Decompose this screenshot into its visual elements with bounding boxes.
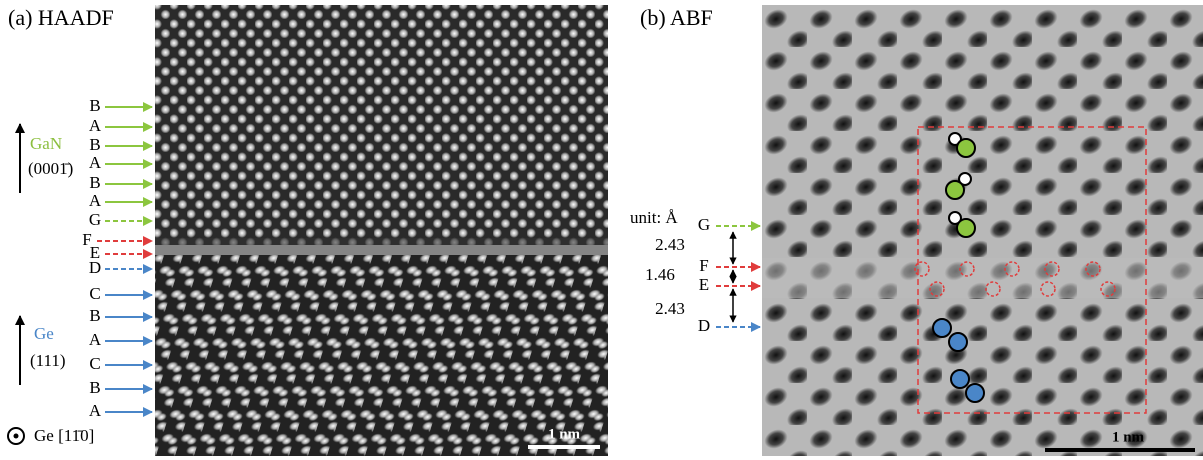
layer-label: D bbox=[89, 258, 101, 277]
spacing-label: 2.43 bbox=[655, 235, 685, 254]
scale-bar-label: 1 nm bbox=[1112, 429, 1145, 445]
layer-label: E bbox=[699, 275, 709, 294]
layer-label: G bbox=[89, 210, 101, 229]
layer-label: B bbox=[89, 96, 100, 115]
ge-direction: (111) bbox=[30, 351, 66, 370]
haadf-gan-region bbox=[155, 5, 608, 245]
zone-axis-symbol bbox=[14, 434, 19, 439]
figure: 1 nm (a) HAADF GaN (0001̄) Ge (111) Ge [… bbox=[0, 0, 1203, 460]
unit-label: unit: Å bbox=[630, 208, 678, 227]
layer-label: C bbox=[89, 284, 100, 303]
scale-bar-label: 1 nm bbox=[548, 426, 581, 442]
panel-title: (a) HAADF bbox=[8, 5, 114, 30]
ge-label: Ge bbox=[34, 324, 54, 343]
spacing-label: 1.46 bbox=[645, 265, 675, 284]
panel-title: (b) ABF bbox=[640, 5, 713, 30]
layer-label: F bbox=[699, 256, 708, 275]
layer-label: A bbox=[89, 191, 102, 210]
layer-label: D bbox=[698, 316, 710, 335]
layer-label: B bbox=[89, 378, 100, 397]
layer-label: A bbox=[89, 330, 102, 349]
gan-direction: (0001̄) bbox=[28, 159, 73, 178]
haadf-ge-region bbox=[155, 255, 608, 456]
layer-label: B bbox=[89, 306, 100, 325]
layer-label: B bbox=[89, 135, 100, 154]
interface bbox=[762, 258, 1203, 298]
zone-axis: Ge [11̄0] bbox=[34, 426, 94, 445]
spacing-label: 2.43 bbox=[655, 299, 685, 318]
layer-label: B bbox=[89, 173, 100, 192]
gan-label: GaN bbox=[30, 134, 62, 153]
layer-label: C bbox=[89, 354, 100, 373]
layer-label: A bbox=[89, 116, 102, 135]
layer-label: A bbox=[89, 401, 102, 420]
interface bbox=[155, 238, 608, 256]
layer-label: G bbox=[698, 215, 710, 234]
layer-label: A bbox=[89, 153, 102, 172]
